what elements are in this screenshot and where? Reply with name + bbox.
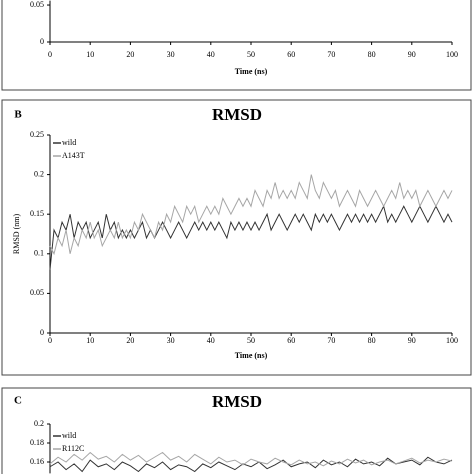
y-tick-label: 0.25 (30, 130, 44, 139)
x-tick-label: 70 (327, 336, 335, 345)
x-tick-label: 40 (207, 336, 215, 345)
x-tick-label: 70 (327, 50, 335, 59)
x-tick-label: 90 (408, 50, 416, 59)
y-tick-label: 0 (40, 37, 44, 46)
y-tick-label: 0.16 (30, 457, 44, 466)
x-tick-label: 20 (126, 336, 134, 345)
x-tick-label: 60 (287, 50, 295, 59)
y-axis-label: RMSD (nm) (12, 214, 21, 255)
x-tick-label: 30 (167, 50, 175, 59)
y-tick-label: 0.05 (30, 0, 44, 9)
legend-label: wild (62, 138, 76, 147)
panel-c-frame (1, 387, 472, 474)
x-tick-label: 20 (126, 50, 134, 59)
y-tick-label: 0.15 (30, 209, 44, 218)
y-tick-label: 0.1 (34, 249, 44, 258)
y-tick-label: 0.2 (34, 169, 44, 178)
x-tick-label: 50 (247, 336, 255, 345)
x-tick-label: 80 (368, 336, 376, 345)
x-tick-label: 30 (167, 336, 175, 345)
x-tick-label: 0 (48, 50, 52, 59)
x-tick-label: 10 (86, 50, 94, 59)
x-axis-label: Time (ns) (235, 351, 268, 360)
panel-label: C (14, 395, 22, 407)
panel-b-frame (1, 99, 472, 376)
x-tick-label: 10 (86, 336, 94, 345)
y-tick-label: 0 (40, 328, 44, 337)
legend-label: A143T (62, 151, 85, 160)
panel-label: B (14, 109, 22, 121)
x-axis-label: Time (ns) (235, 67, 268, 76)
x-tick-label: 100 (446, 50, 458, 59)
x-tick-label: 80 (368, 50, 376, 59)
legend-label: wild (62, 431, 76, 440)
x-tick-label: 0 (48, 336, 52, 345)
legend-label: R112C (62, 444, 84, 453)
y-tick-label: 0.2 (34, 419, 44, 428)
x-tick-label: 100 (446, 336, 458, 345)
series-line (49, 174, 453, 256)
series-line (49, 204, 453, 270)
panel-a-frame (1, 0, 472, 91)
y-tick-label: 0.18 (30, 438, 44, 447)
x-tick-label: 60 (287, 336, 295, 345)
y-tick-label: 0.05 (30, 288, 44, 297)
x-tick-label: 50 (247, 50, 255, 59)
panel-title: RMSD (212, 105, 262, 124)
panel-title: RMSD (212, 392, 262, 411)
series-line (49, 451, 453, 467)
x-tick-label: 40 (207, 50, 215, 59)
x-tick-label: 90 (408, 336, 416, 345)
